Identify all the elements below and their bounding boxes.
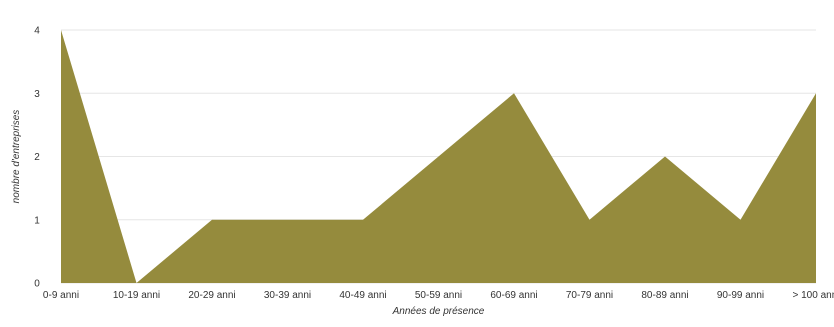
x-axis-title: Années de présence	[392, 306, 485, 317]
y-axis-title: nombre d'entreprises	[11, 110, 22, 204]
x-tick-label: 0-9 anni	[43, 290, 79, 301]
x-tick-label: 60-69 anni	[490, 290, 537, 301]
x-tick-label: 90-99 anni	[717, 290, 764, 301]
y-tick-label: 3	[34, 89, 40, 100]
area-series	[61, 30, 816, 283]
x-tick-label: > 100 anni	[793, 290, 834, 301]
x-tick-label: 20-29 anni	[188, 290, 235, 301]
x-tick-label: 40-49 anni	[339, 290, 386, 301]
x-axis-ticks: 0-9 anni 10-19 anni 20-29 anni 30-39 anni 40…	[43, 290, 834, 301]
x-tick-label: 50-59 anni	[415, 290, 462, 301]
y-tick-label: 0	[34, 279, 40, 290]
y-axis-ticks: 0 1 2 3 4	[34, 26, 40, 290]
x-tick-label: 10-19 anni	[113, 290, 160, 301]
x-tick-label: 70-79 anni	[566, 290, 613, 301]
x-tick-label: 80-89 anni	[641, 290, 688, 301]
y-tick-label: 1	[34, 215, 40, 226]
x-tick-label: 30-39 anni	[264, 290, 311, 301]
y-tick-label: 4	[34, 26, 40, 37]
y-tick-label: 2	[34, 152, 40, 163]
